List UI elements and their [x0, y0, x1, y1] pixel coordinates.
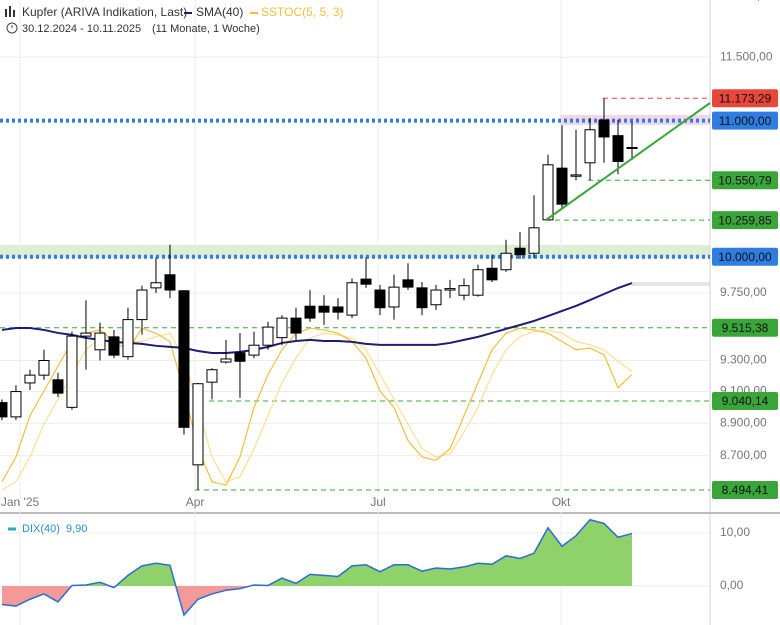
candle-body: [556, 167, 568, 205]
candle-body: [542, 164, 554, 221]
x-tick-label: Apr: [186, 495, 205, 509]
oscillator-line: [1, 327, 633, 486]
candle-body: [150, 282, 162, 289]
level-label: 10.550,79: [718, 173, 772, 187]
clock-icon: [6, 22, 18, 34]
candle-body: [472, 269, 484, 296]
candle-body: [52, 379, 64, 394]
candle-body: [332, 306, 344, 313]
candle-body: [276, 317, 288, 339]
candle-body: [206, 369, 218, 383]
level-label: 9.515,38: [722, 321, 769, 335]
level-label-box: [712, 318, 778, 337]
candle-body: [108, 336, 120, 356]
legend-entry: SMA(40): [196, 5, 243, 19]
level-label: 10.259,85: [718, 213, 772, 227]
candle-body: [290, 317, 302, 334]
candle-body: [24, 374, 36, 384]
candle-body: [528, 227, 540, 254]
candle-body: [304, 305, 316, 319]
level-label: 11.000,00: [719, 114, 772, 128]
candle-body: [388, 286, 400, 308]
y-tick-label: 9.750,00: [720, 285, 767, 299]
candle-body: [584, 129, 596, 164]
candle-body: [136, 289, 148, 321]
level-label-box: [712, 211, 778, 230]
candle-body: [514, 247, 526, 256]
y-tick-label: 12.000,00: [720, 0, 774, 2]
axis-labels: 12.000,0011.500,009.750,009.300,009.100,…: [1, 0, 778, 592]
area-negative: [1, 586, 633, 616]
candle-body: [318, 305, 330, 313]
candle-body: [500, 252, 512, 271]
candle-body: [234, 352, 246, 362]
y-tick-label: 0,00: [720, 578, 744, 592]
candle-body: [346, 282, 358, 316]
candle-body: [626, 147, 638, 150]
level-label-box: [712, 391, 778, 410]
legend: Kupfer (ARIVA Indikation, Last) SMA(40) …: [5, 5, 343, 535]
level-label-box: [712, 480, 778, 499]
y-tick-label: 8.900,00: [720, 415, 767, 429]
candle-body: [486, 267, 498, 281]
level-label-box: [712, 111, 778, 130]
y-tick-label: 8.700,00: [720, 448, 767, 462]
candle-body: [612, 135, 624, 162]
x-tick-label: Okt: [552, 495, 571, 509]
candle-body: [122, 319, 134, 358]
level-label: 8.494,41: [722, 483, 769, 497]
chart-icon: [5, 6, 15, 17]
candle-body: [178, 290, 190, 428]
candle-body: [220, 358, 232, 363]
candle-body: [94, 332, 106, 351]
candle-body: [262, 326, 274, 346]
y-tick-label: 10,00: [720, 525, 750, 539]
candle-body: [38, 359, 50, 376]
candle-body: [416, 287, 428, 309]
trend-line: [545, 102, 711, 221]
candle-body: [248, 344, 260, 356]
sma-line: [1, 282, 633, 354]
candle-body: [360, 278, 372, 285]
candle-body: [164, 274, 176, 291]
candle-body: [444, 288, 456, 291]
y-tick-label: 11.500,00: [720, 49, 773, 63]
candle-body: [66, 335, 78, 408]
plot: [0, 97, 710, 491]
period: (11 Monate, 1 Woche): [152, 23, 260, 35]
area-line: [1, 518, 633, 617]
candle-body: [192, 383, 204, 466]
level-label-box: [712, 89, 778, 108]
x-tick-label: Jul: [370, 495, 385, 509]
level-label: 11.173,29: [719, 91, 772, 105]
candle-body: [374, 289, 386, 309]
legend-entry: SSTOC(5, 5, 3): [261, 5, 343, 19]
date-range: 30.12.2024 - 10.11.2025: [22, 23, 141, 35]
x-tick-label: Jan '25: [1, 495, 40, 509]
candle-body: [458, 285, 470, 296]
candle-body: [80, 332, 92, 337]
level-label: 9.040,14: [722, 394, 769, 408]
current-value: 9,90: [66, 523, 87, 535]
candle-body: [570, 174, 582, 177]
oscillator-line: [1, 329, 633, 491]
candle-body: [430, 289, 442, 306]
legend-entry: DIX(40): [22, 523, 60, 535]
candle-body: [10, 391, 22, 418]
y-tick-label: 9.300,00: [720, 353, 767, 367]
candle-body: [0, 402, 8, 418]
level-label-box: [712, 171, 778, 190]
level-label: 10.000,00: [718, 250, 772, 264]
indicator-panel: [1, 518, 633, 617]
area-positive: [71, 519, 633, 587]
chart-title: Kupfer (ARIVA Indikation, Last): [22, 5, 187, 19]
candle-body: [598, 119, 610, 138]
candle-body: [402, 279, 414, 288]
level-label-box: [712, 247, 778, 266]
